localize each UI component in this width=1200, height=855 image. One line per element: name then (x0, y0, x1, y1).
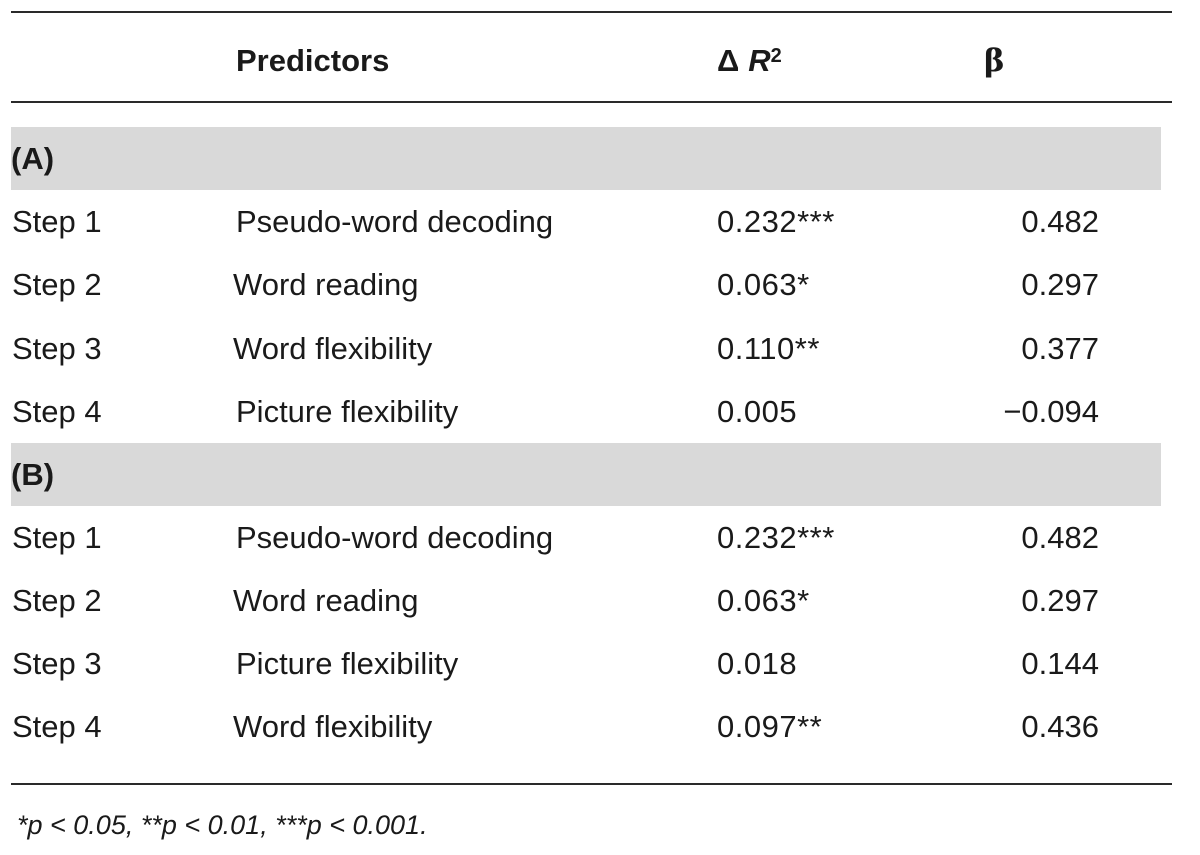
predictor-cell: Word reading (233, 267, 419, 302)
predictor-cell: Picture flexibility (236, 394, 459, 429)
delta-r2-cell: 0.063* (717, 583, 810, 618)
header-r-superscript: 2 (770, 45, 782, 67)
delta-r2-cell: 0.018 (717, 646, 798, 681)
table-top-rule (11, 11, 1172, 13)
delta-r2-cell: 0.232*** (717, 204, 835, 239)
beta-cell: 0.482 (1021, 520, 1099, 555)
delta-r2-cell: 0.232*** (717, 520, 835, 555)
step-cell: Step 2 (12, 267, 102, 302)
delta-r2-cell: 0.005 (717, 394, 798, 429)
predictor-cell: Pseudo-word decoding (236, 520, 554, 555)
section-a-band: (A) (11, 127, 1161, 190)
predictor-cell: Word reading (233, 583, 419, 618)
beta-cell: 0.482 (1021, 204, 1099, 239)
beta-cell: 0.297 (1021, 267, 1099, 302)
predictor-cell: Picture flexibility (236, 646, 459, 681)
predictor-cell: Pseudo-word decoding (236, 204, 554, 239)
beta-cell: 0.377 (1021, 331, 1099, 366)
table-row: Step 1 Pseudo-word decoding 0.232*** 0.4… (0, 506, 1200, 569)
predictor-cell: Word flexibility (233, 709, 433, 744)
step-cell: Step 1 (12, 204, 102, 239)
beta-cell: −0.094 (1003, 394, 1099, 429)
delta-r2-cell: 0.110** (717, 331, 820, 366)
delta-r2-cell: 0.097** (717, 709, 823, 744)
table-bottom-rule (11, 783, 1172, 785)
beta-cell: 0.436 (1021, 709, 1099, 744)
header-beta: β (984, 43, 1005, 79)
header-r-letter: R (748, 43, 771, 78)
section-b-band: (B) (11, 443, 1161, 506)
header-delta-symbol: Δ (717, 43, 740, 78)
step-cell: Step 2 (12, 583, 102, 618)
step-cell: Step 1 (12, 520, 102, 555)
beta-cell: 0.297 (1021, 583, 1099, 618)
delta-r2-cell: 0.063* (717, 267, 810, 302)
table-header-rule (11, 101, 1172, 103)
table-row: Step 1 Pseudo-word decoding 0.232*** 0.4… (0, 190, 1200, 253)
table-row: Step 2 Word reading 0.063* 0.297 (0, 253, 1200, 316)
table-row: Step 3 Picture flexibility 0.018 0.144 (0, 632, 1200, 695)
step-cell: Step 4 (12, 709, 102, 744)
table-row: Step 2 Word reading 0.063* 0.297 (0, 569, 1200, 632)
table-row: Step 4 Picture flexibility 0.005 −0.094 (0, 380, 1200, 443)
beta-cell: 0.144 (1021, 646, 1099, 681)
table-row: Step 3 Word flexibility 0.110** 0.377 (0, 317, 1200, 380)
header-delta-r2: Δ R2 (717, 42, 782, 80)
step-cell: Step 4 (12, 394, 102, 429)
step-cell: Step 3 (12, 331, 102, 366)
section-b-label: (B) (11, 457, 55, 492)
significance-footnote: *p < 0.05, **p < 0.01, ***p < 0.001. (17, 810, 428, 840)
step-cell: Step 3 (12, 646, 102, 681)
section-a-label: (A) (11, 141, 55, 176)
predictor-cell: Word flexibility (233, 331, 433, 366)
table-row: Step 4 Word flexibility 0.097** 0.436 (0, 695, 1200, 758)
header-predictors: Predictors (236, 43, 390, 78)
